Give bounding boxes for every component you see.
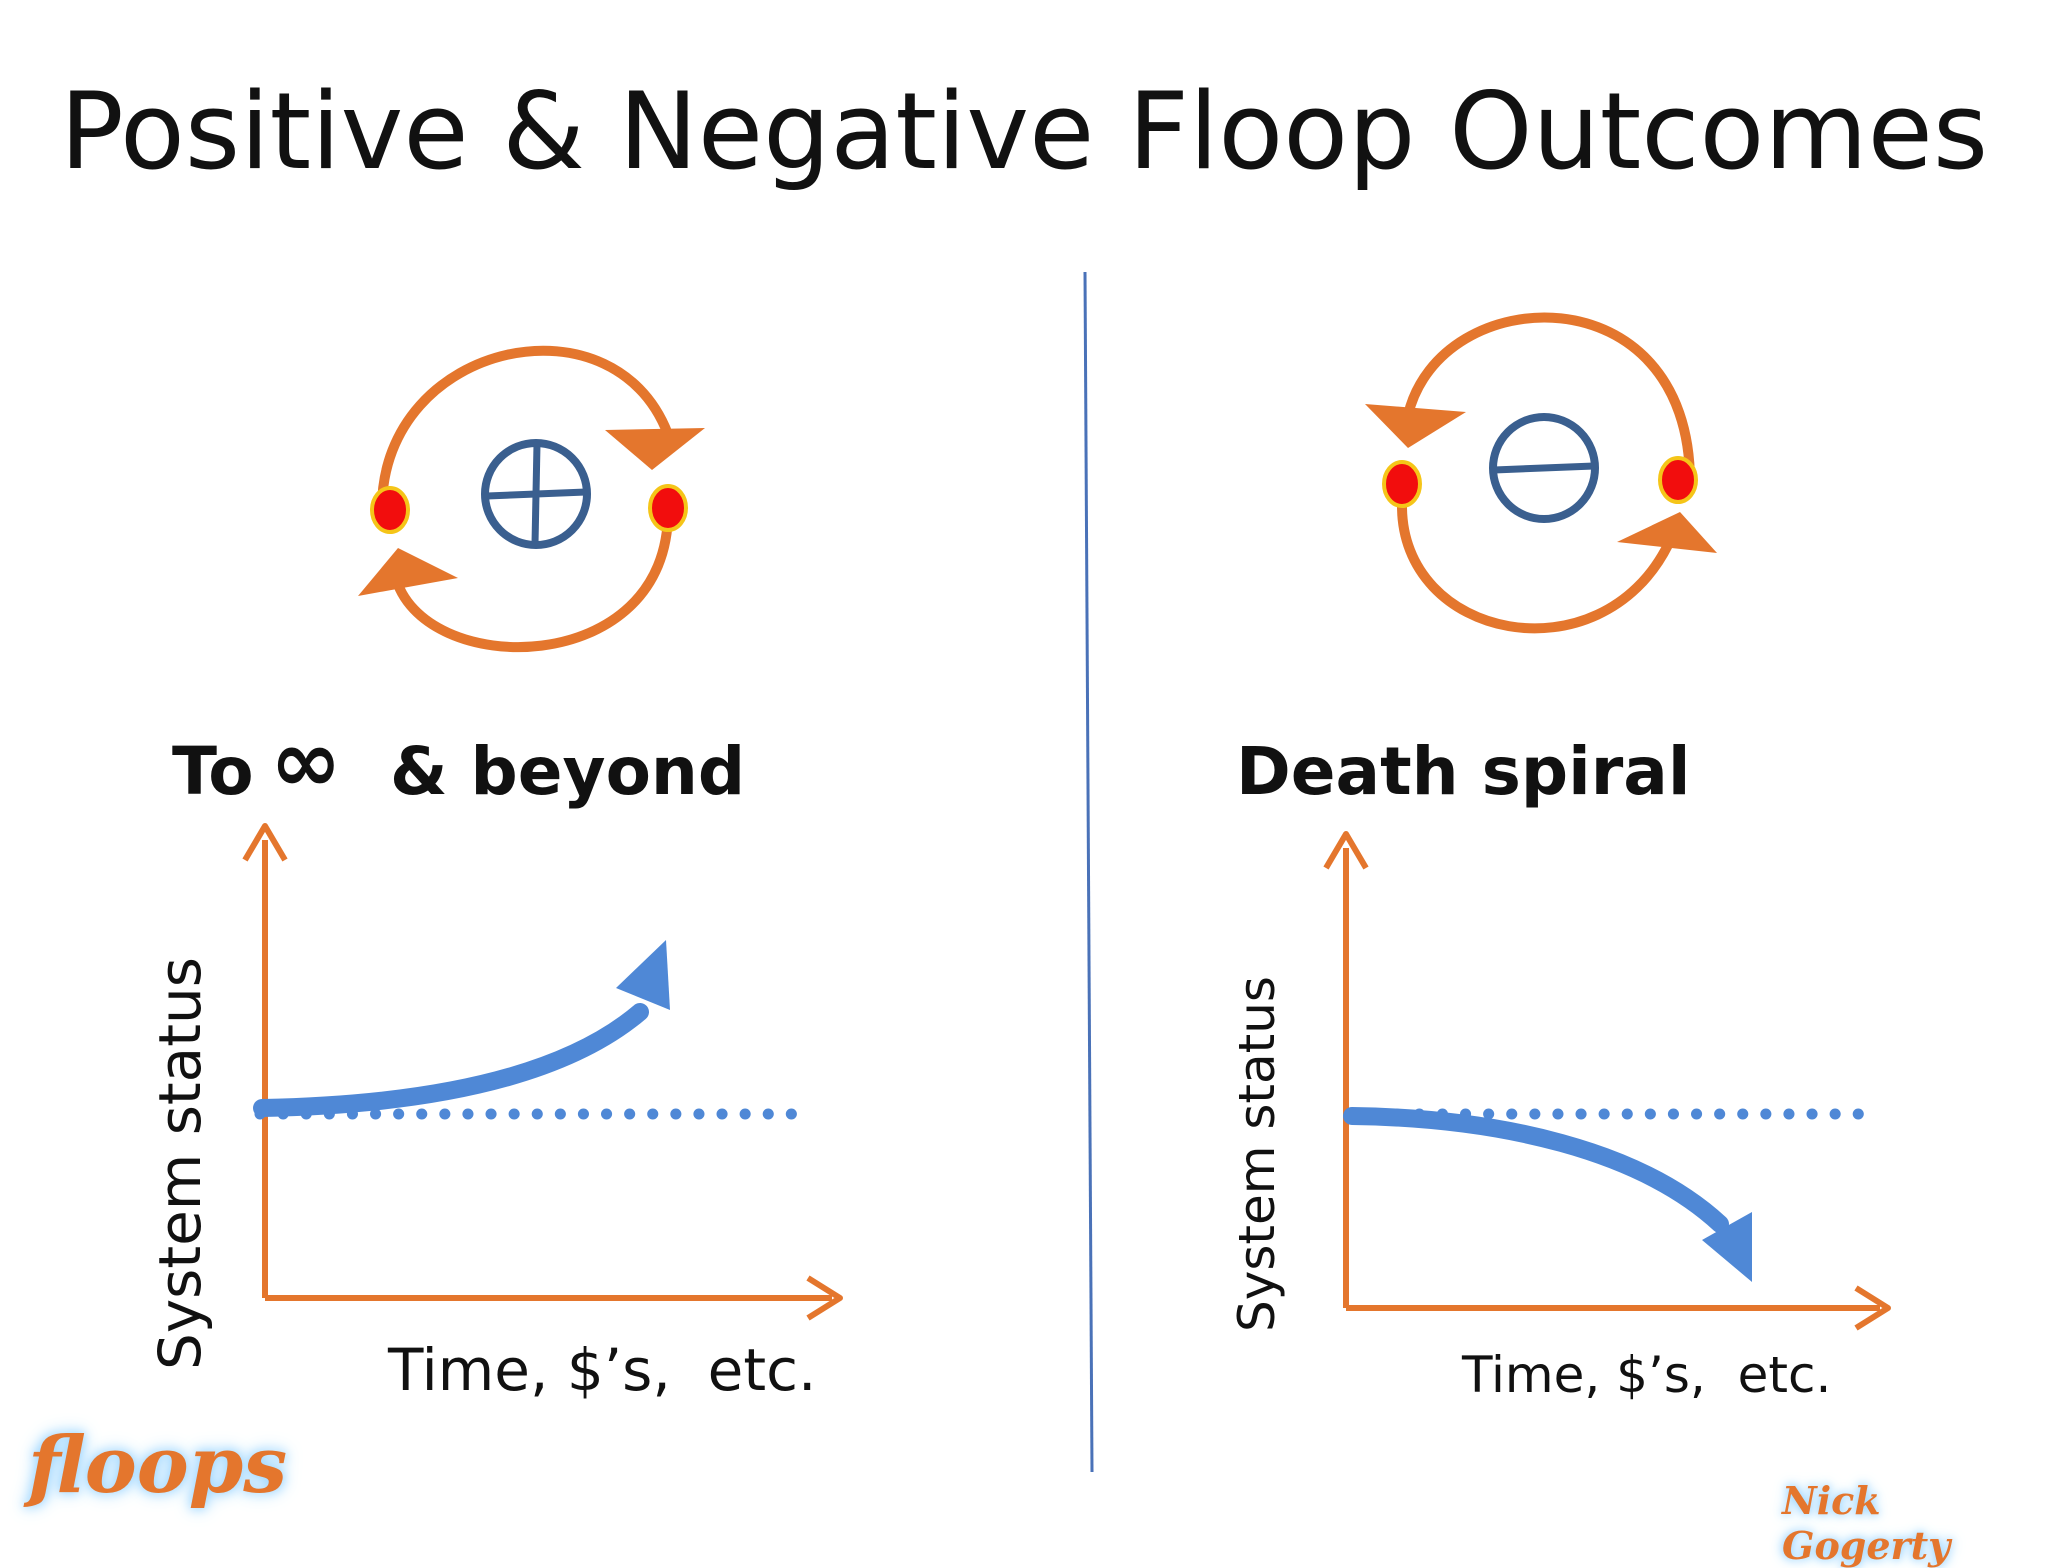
right-x-axis-label: Time, $’s, etc. — [1462, 1346, 1832, 1404]
left-x-axis-label: Time, $’s, etc. — [388, 1336, 817, 1404]
center-divider — [1083, 271, 1094, 1473]
negative-loop-top-arc — [1403, 312, 1695, 487]
positive-loop-diagram — [358, 345, 705, 653]
slide-title: Positive & Negative Floop Outcomes — [59, 70, 1989, 193]
negative-loop-left-node — [1382, 460, 1422, 508]
right-graph — [1323, 831, 1891, 1331]
positive-loop-bottom-arrowhead — [358, 548, 458, 596]
positive-loop-left-node — [370, 486, 410, 534]
slide: Positive & Negative Floop Outcomes — [28, 70, 1989, 1568]
floops-logo: floops — [28, 1420, 288, 1511]
right-heading: Death spiral — [1236, 733, 1691, 810]
negative-loop-right-node — [1658, 456, 1698, 504]
infinity-icon: ∞ — [270, 712, 342, 812]
right-decline-arrowhead — [1702, 1212, 1752, 1282]
minus-circle-icon — [1489, 413, 1599, 523]
positive-loop-right-node — [648, 484, 688, 532]
left-y-axis-arrowhead — [242, 823, 288, 862]
left-growth-arrowhead — [616, 940, 670, 1010]
negative-loop-top-arrowhead — [1365, 404, 1466, 448]
left-heading-suffix: & beyond — [390, 733, 746, 810]
negative-loop-bottom-arc — [1396, 499, 1673, 634]
left-y-axis-label: System status — [146, 957, 214, 1370]
plus-circle-icon — [481, 439, 591, 549]
left-graph — [242, 823, 843, 1321]
author-signature: Nick Gogerty — [1782, 1478, 1951, 1568]
positive-loop-bottom-arc — [390, 505, 674, 653]
negative-loop-bottom-arrowhead — [1617, 512, 1717, 553]
diagram-canvas — [242, 271, 1891, 1473]
right-x-axis-arrowhead — [1854, 1285, 1891, 1331]
left-x-axis-arrowhead — [806, 1275, 843, 1321]
left-heading-prefix: To — [172, 733, 254, 810]
positive-loop-top-arc — [377, 345, 675, 513]
left-growth-curve — [253, 1003, 649, 1117]
right-y-axis-label: System status — [1228, 976, 1286, 1332]
right-decline-curve — [1343, 1107, 1729, 1233]
positive-loop-top-arrowhead — [605, 428, 705, 470]
negative-loop-diagram — [1365, 312, 1717, 634]
right-y-axis-arrowhead — [1323, 831, 1369, 870]
